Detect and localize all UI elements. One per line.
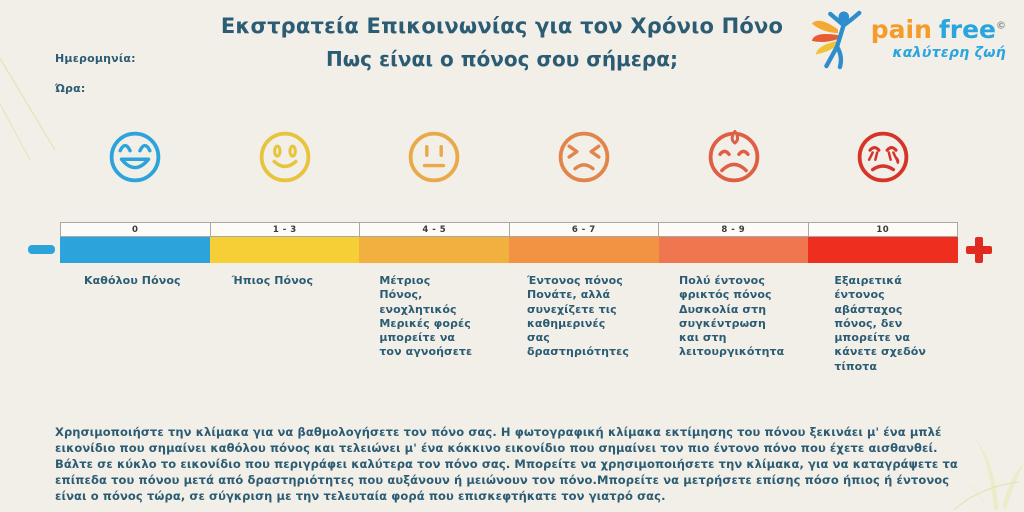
label-mild-pain: Ήπιος Πόνος: [231, 274, 314, 287]
scale-range-1-3: 1 - 3: [209, 222, 360, 237]
scale-range-8-9: 8 - 9: [658, 222, 809, 237]
persevering-face-icon: [509, 130, 659, 184]
pain-free-logo: pain free© καλύτερη ζωή: [809, 8, 1006, 70]
laughing-face-icon: [60, 130, 210, 184]
logo-word-pain: pain: [870, 15, 932, 44]
logo-wordmark: pain free©: [871, 17, 1006, 42]
usage-instructions: Χρησιμοποιήστε την κλίμακα για να βαθμολ…: [55, 425, 958, 504]
pain-scale: 0 1 - 3 4 - 5 6 - 7 8 - 9 10: [60, 222, 959, 263]
logo-figure-icon: [811, 10, 862, 70]
label-no-pain: Καθόλου Πόνος: [84, 274, 181, 287]
title-line-1: Εκστρατεία Επικοινωνίας για τον Χρόνιο Π…: [220, 14, 784, 38]
plus-icon-vertical-bar: [975, 237, 983, 263]
page-title: Εκστρατεία Επικοινωνίας για τον Χρόνιο Π…: [180, 14, 824, 71]
copyright-mark: ©: [996, 20, 1006, 32]
bar-segment-10: [808, 237, 959, 263]
neutral-face-icon: [359, 130, 509, 184]
bar-segment-8-9: [658, 237, 809, 263]
time-label: Ώρα:: [55, 82, 86, 95]
logo-word-free: free: [938, 15, 996, 44]
pain-level-labels: Καθόλου Πόνος Ήπιος Πόνος Μέτριος Πόνος,…: [60, 274, 958, 374]
crying-face-icon: [808, 130, 958, 184]
scale-range-10: 10: [807, 222, 958, 237]
sad-sweat-face-icon: [659, 130, 809, 184]
scale-color-bar: [60, 237, 959, 263]
scale-range-0: 0: [60, 222, 211, 237]
bar-segment-0: [60, 237, 210, 263]
minus-icon: [28, 245, 55, 254]
scale-number-row: 0 1 - 3 4 - 5 6 - 7 8 - 9 10: [60, 222, 958, 237]
scale-range-4-5: 4 - 5: [359, 222, 510, 237]
label-severe-pain: Έντονος πόνος Πονάτε, αλλά συνεχίζετε τι…: [526, 274, 630, 359]
smiling-face-icon: [210, 130, 360, 184]
title-line-2: Πως είναι ο πόνος σου σήμερα;: [326, 47, 678, 71]
plus-icon: [966, 237, 992, 263]
bar-segment-4-5: [359, 237, 510, 263]
bar-segment-6-7: [509, 237, 659, 263]
datetime-block: Ημερομηνία: Ώρα:: [55, 52, 136, 112]
label-very-severe-pain: Πολύ έντονος φρικτός πόνος Δυσκολία στη …: [679, 274, 785, 359]
bar-segment-1-3: [209, 237, 360, 263]
logo-tagline: καλύτερη ζωή: [892, 45, 1006, 61]
logo-text: pain free© καλύτερη ζωή: [871, 17, 1006, 61]
label-moderate-pain: Μέτριος Πόνος, ενοχλητικός Μερικές φορές…: [379, 274, 473, 359]
date-label: Ημερομηνία:: [55, 52, 136, 65]
scale-range-6-7: 6 - 7: [508, 222, 659, 237]
label-worst-pain: Εξαιρετικά έντονος αβάσταχος πόνος, δεν …: [834, 274, 926, 373]
pain-faces-row: [60, 130, 958, 184]
